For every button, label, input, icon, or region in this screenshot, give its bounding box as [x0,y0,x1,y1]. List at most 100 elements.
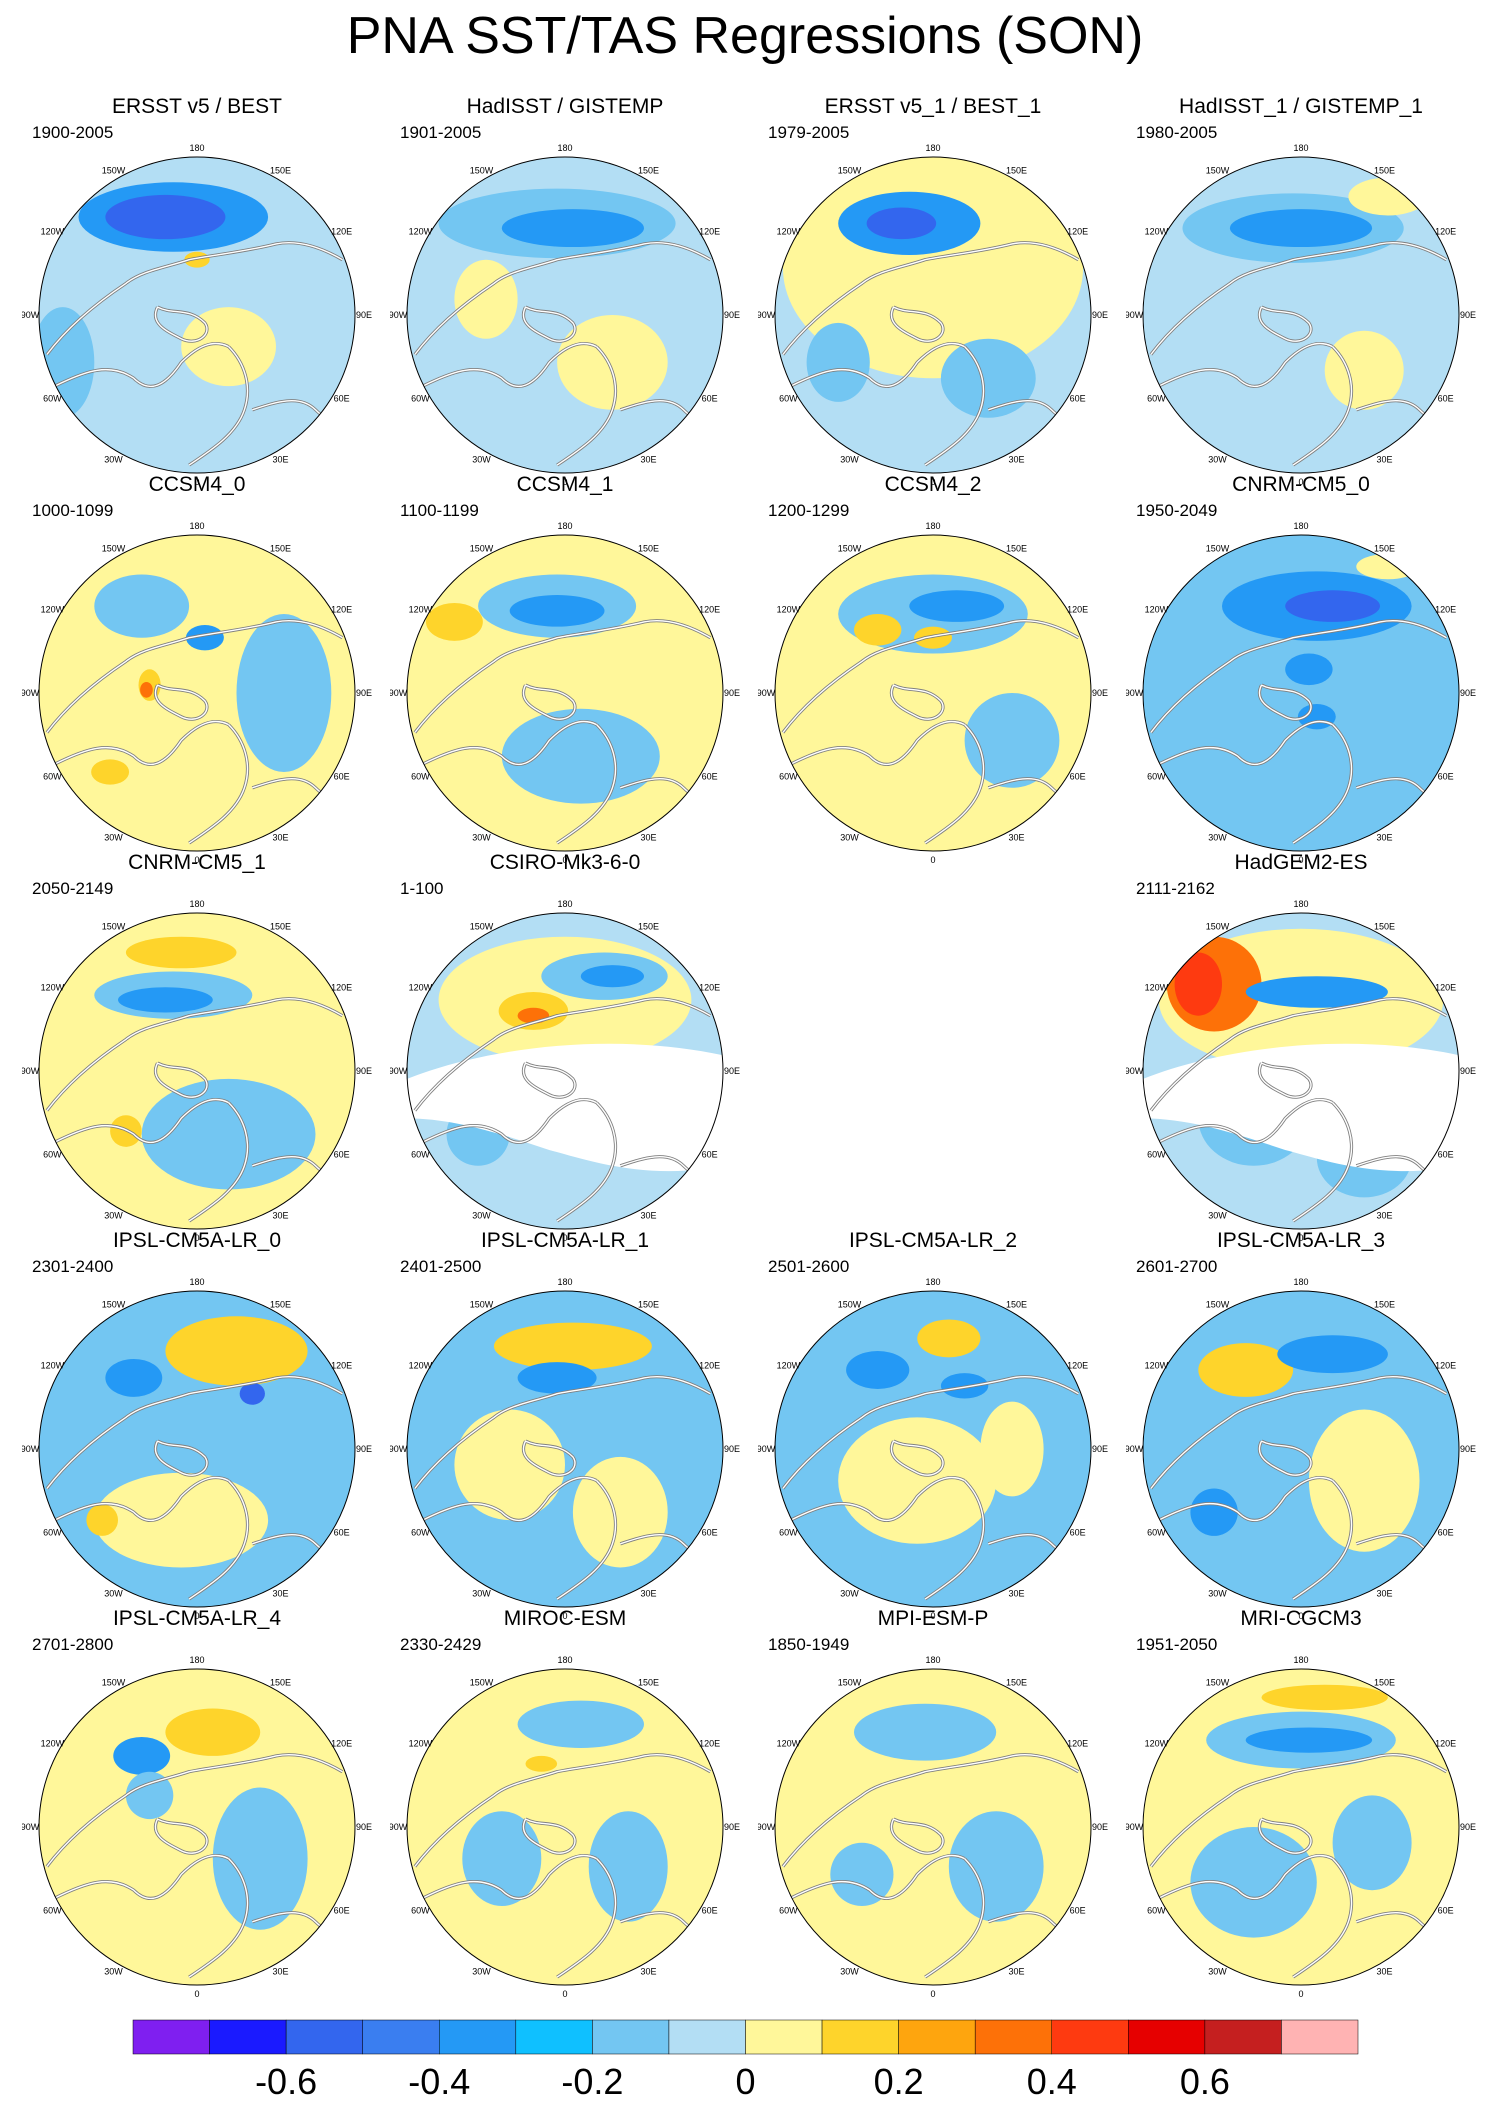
map-panel: IPSL-CM5A-LR_3 2601-2700 180 150E 120E 90E 60E… [1126,1229,1476,1629]
panel-title: MPI-ESM-P [877,1607,989,1630]
longitude-label: 90W [1126,310,1144,320]
map-border [774,1668,1092,1986]
colorbar-tick-label: 0 [735,2061,755,2102]
map-border [1142,156,1460,474]
longitude-label: 120W [409,983,433,993]
coastline [46,1376,343,1489]
coastline [1258,1440,1312,1476]
panel-title: IPSL-CM5A-LR_2 [848,1229,1018,1252]
panel-title: HadISST / GISTEMP [466,95,664,118]
longitude-label: 120E [699,983,720,993]
longitude-label: 120E [331,1739,352,1749]
map-border [774,1290,1092,1608]
longitude-label: 150W [470,1299,494,1309]
longitude-label: 0 [1298,1233,1303,1243]
longitude-label: 150E [1374,165,1395,175]
coastline [46,620,343,733]
longitude-label: 90E [1460,688,1476,698]
polar-map: 180 150E 120E 90E 60E 30E 0 30W 60W 90W 120W 150W [390,1655,740,1999]
map-panel: HadGEM2-ES 2111-2162 180 150E 120E 90E 60E 30E 0… [1126,851,1476,1251]
anomaly-contour [212,1787,308,1930]
coastline [1150,242,1447,355]
coastline [924,1480,985,1600]
longitude-label: 0 [930,855,935,865]
coastline [790,342,965,388]
longitude-label: 120E [1435,1739,1456,1749]
map-panel: IPSL-CM5A-LR_4 2701-2800 180 150E 120E 90E 60E… [22,1607,372,2007]
coastline [188,724,249,844]
longitude-label: 120E [1067,1361,1088,1371]
map-border [1142,1668,1460,1986]
polar-map: 180 150E 120E 90E 60E 30E 0 30W 60W 90W 120W 150W [1126,1655,1476,1999]
longitude-label: 150W [470,1677,494,1687]
coastline [414,242,711,355]
colorbar-segment [1128,2019,1206,2055]
longitude-label: 30E [1376,1967,1392,1977]
colorbar-tick-label: -0.6 [255,2061,317,2102]
longitude-label: 120E [1067,1739,1088,1749]
longitude-label: 60E [1438,1906,1454,1916]
anomaly-contour [806,322,870,402]
panel-year-range: 1200-1299 [768,501,850,520]
longitude-label: 120W [1145,1361,1169,1371]
longitude-label: 120W [1145,227,1169,237]
longitude-label: 60E [1438,1150,1454,1160]
map-panel: CCSM4_0 1000-1099 180 150E 120E 90E 60E 30E 0 30W… [22,473,372,873]
polar-map: 180 150E 120E 90E 60E 30E 0 30W 60W 90W 120W 150W [758,1655,1108,1999]
map-panel: CCSM4_2 1200-1299 180 150E 120E 90E 60E 30E 0 30W… [758,473,1108,873]
longitude-label: 30W [472,1967,491,1977]
map-panel: ERSST v5_1 / BEST_1 1979-2005 180 150E 120E 9… [758,95,1108,495]
longitude-label: 60E [1438,1528,1454,1538]
longitude-label: 30W [840,1967,859,1977]
longitude-label: 90E [1460,1822,1476,1832]
colorbar-segment [821,2019,899,2055]
longitude-label: 90E [1092,688,1108,698]
longitude-label: 60W [411,1528,430,1538]
longitude-label: 120E [699,227,720,237]
panel-title: IPSL-CM5A-LR_4 [112,1607,282,1630]
longitude-label: 60W [1147,1150,1166,1160]
coastline [556,346,617,466]
coastline [890,1818,944,1854]
anomaly-contour [140,681,153,698]
map-border [406,534,724,852]
longitude-label: 120E [331,227,352,237]
longitude-label: 180 [557,1655,572,1665]
panel-year-range: 2601-2700 [1136,1257,1218,1276]
longitude-label: 60E [1438,772,1454,782]
map-panel: MPI-ESM-P 1850-1949 180 150E 120E 90E 60E 30E 0 3… [758,1607,1108,2007]
anomaly-contour [425,602,483,641]
colorbar-segment [898,2019,976,2055]
polar-map: 180 150E 120E 90E 60E 30E 0 30W 60W 90W 120W 150W [1126,521,1476,865]
panel-year-range: 1901-2005 [400,123,482,142]
longitude-label: 120W [1145,605,1169,615]
colorbar-segment [592,2019,670,2055]
panel-year-range: 1000-1099 [32,501,114,520]
longitude-label: 90W [390,1066,408,1076]
coastline [54,1476,229,1522]
longitude-label: 120W [409,605,433,615]
coastline [188,1102,249,1222]
longitude-label: 0 [1298,1611,1303,1621]
longitude-label: 30W [472,1589,491,1599]
panel-year-range: 1951-2050 [1136,1635,1218,1654]
longitude-label: 90W [758,1444,776,1454]
coastline [1258,306,1312,342]
coastline [414,1376,711,1489]
coastline [782,1754,1079,1867]
longitude-label: 150E [1374,1299,1395,1309]
colorbar-segment [745,2019,823,2055]
map-panel: MIROC-ESM 2330-2429 180 150E 120E 90E 60E 30E 0 3… [390,1607,740,2007]
coastline [522,1440,576,1476]
map-border [38,1290,356,1608]
panel-title: CCSM4_0 [148,473,246,496]
longitude-label: 90E [724,1822,740,1832]
coastline [46,998,343,1111]
map-border [774,534,1092,852]
panel-year-range: 1979-2005 [768,123,850,142]
longitude-label: 0 [194,1989,199,1999]
polar-map: 180 150E 120E 90E 60E 30E 0 30W 60W 90W 120W 150W [390,1277,740,1621]
longitude-label: 0 [562,477,567,487]
longitude-label: 150W [1206,165,1230,175]
polar-map: 180 150E 120E 90E 60E 30E 0 30W 60W 90W 120W 150W [390,143,740,487]
